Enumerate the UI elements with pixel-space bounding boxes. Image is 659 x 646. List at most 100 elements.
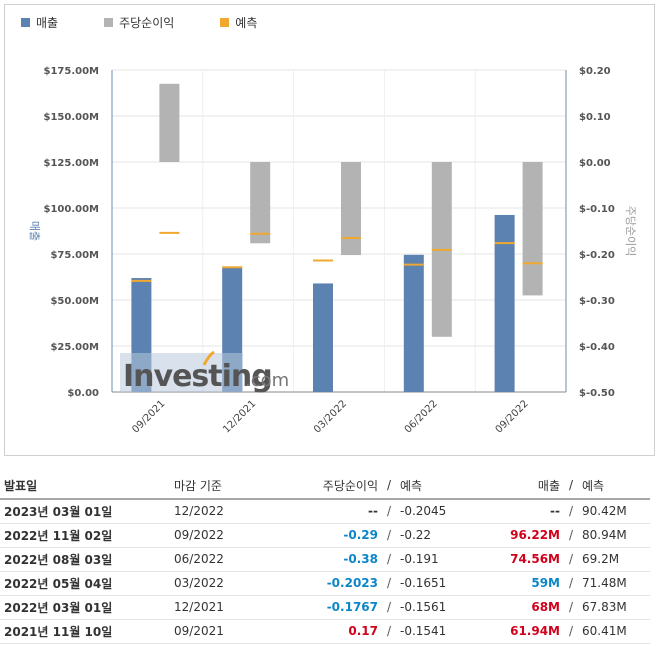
header-rev-sep: / [564, 472, 578, 500]
left-tick-label: $150.00M [44, 112, 100, 123]
eps-bar [159, 83, 180, 162]
x-tick-label: 06/2022 [403, 398, 440, 435]
cell-eps-forecast: -0.2045 [396, 499, 494, 524]
cell-eps: -0.29 [288, 523, 382, 548]
right-tick-label: $-0.40 [579, 342, 615, 353]
cell-eps: -0.38 [288, 547, 382, 572]
cell-revenue: -- [494, 499, 564, 524]
x-tick-label: 03/2022 [312, 398, 349, 435]
cell-revenue: 68M [494, 595, 564, 620]
cell-rev-forecast: 80.94M [578, 523, 650, 548]
table-row: 2022년 08월 03일 06/2022 -0.38/-0.191 74.56M/6… [0, 547, 650, 572]
legend-label-eps: 주당순이익 [119, 15, 175, 30]
cell-rev-sep: / [564, 499, 578, 524]
cell-eps-sep: / [382, 619, 396, 644]
x-tick-label: 09/2022 [494, 398, 531, 435]
right-tick-label: $0.10 [579, 112, 611, 123]
table-row: 2023년 03월 01일 12/2022 -- / -0.2045 --/90.42M [0, 499, 650, 524]
left-tick-label: $75.00M [50, 250, 99, 261]
right-tick-label: $0.00 [579, 158, 611, 169]
right-tick-label: $-0.50 [579, 388, 615, 399]
table-body: 2023년 03월 01일 12/2022 -- / -0.2045 --/90.42M 2… [0, 499, 650, 644]
cell-date: 2023년 03월 01일 [0, 499, 170, 524]
chart-legend: 매출 주당순이익 예측 [21, 13, 303, 31]
cell-revenue: 59M [494, 571, 564, 596]
cell-eps: -- [288, 499, 382, 524]
x-tick-label: 09/2021 [130, 398, 167, 435]
watermark-accent [202, 350, 215, 366]
header-date[interactable]: 발표일 [0, 472, 170, 500]
watermark-brand: Investing [123, 359, 272, 394]
table-header-row: 발표일 마감 기준 주당순이익 / 예측 매출 / 예측 [0, 472, 650, 500]
revenue-bar [403, 254, 424, 392]
chart-svg: $0.00 $25.00M $50.00M $75.00M $100.00M $125.0… [28, 66, 637, 435]
revenue-bar [313, 283, 333, 392]
legend-item-eps[interactable]: 주당순이익 [104, 14, 174, 31]
left-tick-label: $125.00M [44, 158, 100, 169]
cell-rev-forecast: 60.41M [578, 619, 650, 644]
table-row: 2022년 11월 02일 09/2022 -0.29/-0.22 96.22M/80… [0, 523, 650, 548]
right-tick-label: $0.20 [579, 66, 611, 77]
cell-eps: -0.1767 [288, 595, 382, 620]
left-tick-label: $175.00M [44, 66, 100, 77]
header-eps-forecast: 예측 [396, 472, 494, 500]
legend-swatch-revenue [21, 17, 30, 27]
cell-eps-sep: / [382, 523, 396, 548]
cell-eps-sep: / [382, 547, 396, 572]
legend-swatch-eps [104, 17, 114, 27]
eps-bar [522, 162, 543, 296]
legend-item-forecast[interactable]: 예측 [220, 14, 257, 31]
header-period: 마감 기준 [170, 472, 288, 500]
header-rev-forecast: 예측 [578, 472, 650, 500]
x-tick-label: 12/2021 [221, 398, 258, 435]
legend-label-forecast: 예측 [235, 15, 258, 30]
earnings-chart-panel: 매출 주당순이익 예측 $0.00 $25.00M $50.00M $75.00M $1… [4, 4, 655, 456]
right-tick-label: $-0.10 [579, 204, 615, 215]
cell-eps-sep: / [382, 595, 396, 620]
cell-period: 09/2022 [170, 523, 288, 548]
legend-swatch-forecast [220, 17, 230, 27]
cell-rev-forecast: 71.48M [578, 571, 650, 596]
cell-eps: -0.2023 [288, 571, 382, 596]
cell-eps-forecast: -0.1541 [396, 619, 494, 644]
cell-revenue: 74.56M [494, 547, 564, 572]
table-row: 2021년 11월 10일 09/2021 0.17/-0.1541 61.94M/6… [0, 619, 650, 644]
header-revenue: 매출 [494, 472, 564, 500]
earnings-table: 발표일 마감 기준 주당순이익 / 예측 매출 / 예측 2023년 03월 0… [0, 472, 650, 644]
cell-eps-sep: / [382, 499, 396, 524]
header-eps: 주당순이익 [288, 472, 382, 500]
left-axis-title: 매출 [28, 221, 41, 241]
right-tick-label: $-0.20 [579, 250, 615, 261]
cell-eps-forecast: -0.1561 [396, 595, 494, 620]
left-tick-label: $50.00M [50, 296, 99, 307]
eps-bar [341, 162, 361, 256]
cell-eps-forecast: -0.191 [396, 547, 494, 572]
right-axis-title: 주당순이익 [624, 206, 637, 257]
left-tick-label: $25.00M [50, 342, 99, 353]
table-row: 2022년 05월 04일 03/2022 -0.2023/-0.1651 59M/7… [0, 571, 650, 596]
cell-date: 2022년 05월 04일 [0, 571, 170, 596]
cell-rev-sep: / [564, 571, 578, 596]
cell-date: 2022년 11월 02일 [0, 523, 170, 548]
cell-period: 06/2022 [170, 547, 288, 572]
cell-eps-forecast: -0.22 [396, 523, 494, 548]
header-eps-sep: / [382, 472, 396, 500]
right-tick-label: $-0.30 [579, 296, 615, 307]
table-row: 2022년 03월 01일 12/2021 -0.1767/-0.1561 68M/6… [0, 595, 650, 620]
earnings-table-area: 발표일 마감 기준 주당순이익 / 예측 매출 / 예측 2023년 03월 0… [0, 472, 659, 644]
cell-date: 2021년 11월 10일 [0, 619, 170, 644]
watermark-band [120, 353, 243, 392]
cell-period: 09/2021 [170, 619, 288, 644]
cell-revenue: 96.22M [494, 523, 564, 548]
cell-eps-sep: / [382, 571, 396, 596]
cell-eps: 0.17 [288, 619, 382, 644]
cell-rev-forecast: 90.42M [578, 499, 650, 524]
cell-rev-sep: / [564, 619, 578, 644]
legend-item-revenue[interactable]: 매출 [21, 14, 58, 31]
cell-period: 03/2022 [170, 571, 288, 596]
left-tick-label: $0.00 [67, 388, 99, 399]
left-tick-label: $100.00M [44, 204, 100, 215]
cell-date: 2022년 08월 03일 [0, 547, 170, 572]
cell-rev-sep: / [564, 523, 578, 548]
cell-period: 12/2021 [170, 595, 288, 620]
